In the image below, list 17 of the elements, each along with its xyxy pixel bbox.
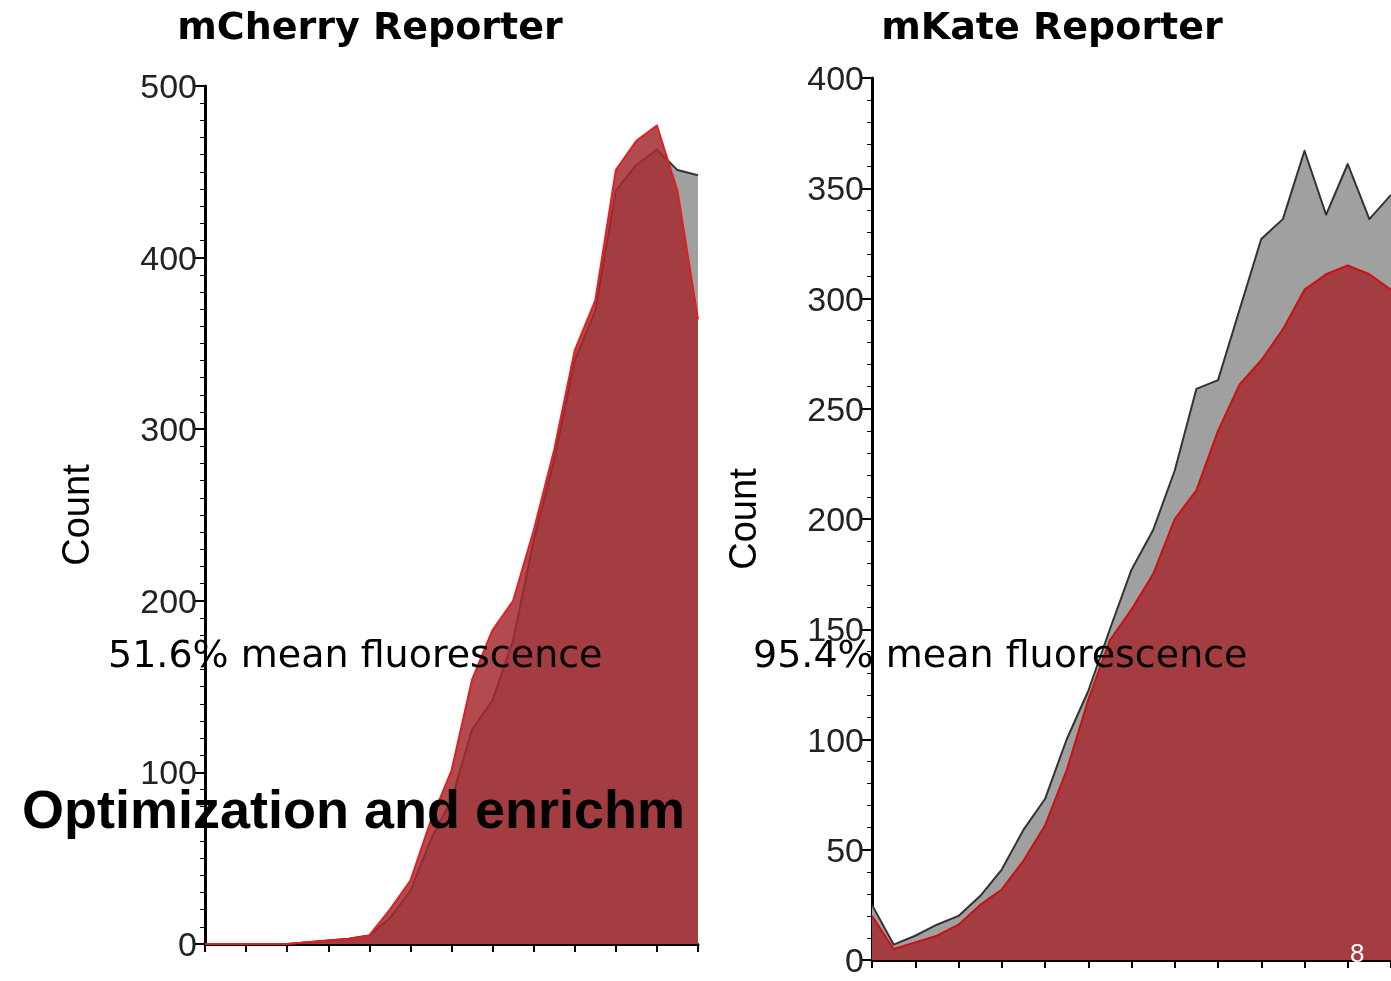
y-tick-label: 200 — [807, 500, 864, 538]
y-tick-label: 0 — [178, 925, 197, 963]
y-tick-label: 350 — [807, 169, 864, 208]
y-tick-label: 400 — [140, 238, 197, 277]
y-tick-label: 0 — [845, 941, 864, 979]
y-tick-label: 50 — [826, 830, 864, 869]
y-tick-label: 300 — [807, 279, 864, 318]
y-tick-label: 500 — [140, 67, 197, 105]
y-tick-label: 400 — [807, 59, 864, 97]
y-tick-label: 250 — [807, 389, 864, 428]
y-tick-label: 200 — [140, 581, 197, 620]
y-axis-title: Count — [55, 463, 97, 566]
y-tick-label: 300 — [140, 410, 197, 449]
y-tick-label: 100 — [807, 720, 864, 759]
chart-title: mCherry Reporter — [177, 4, 564, 48]
chart-title: mKate Reporter — [881, 4, 1224, 48]
y-axis-title: Count — [722, 467, 764, 570]
